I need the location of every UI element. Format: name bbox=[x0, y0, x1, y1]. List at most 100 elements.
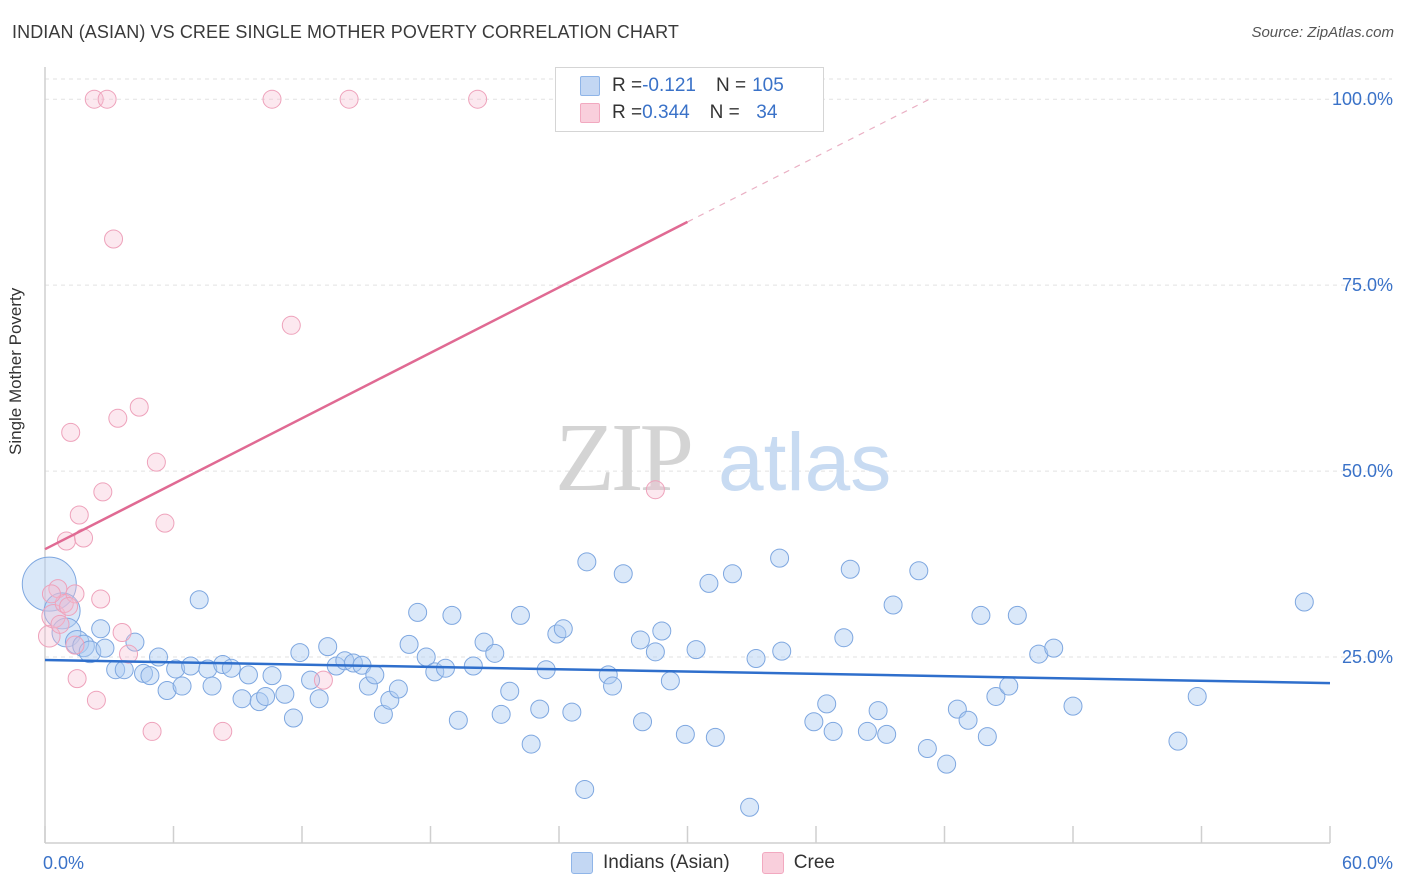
point-cree bbox=[112, 623, 132, 643]
point-indians-asian bbox=[181, 656, 201, 676]
point-indians-asian bbox=[1168, 731, 1188, 751]
point-indians-asian bbox=[630, 630, 650, 650]
point-indians-asian bbox=[645, 642, 665, 662]
point-cree bbox=[213, 721, 233, 741]
point-indians-asian bbox=[772, 641, 792, 661]
point-indians-asian bbox=[675, 724, 695, 744]
point-indians-asian bbox=[189, 590, 209, 610]
point-cree bbox=[108, 408, 128, 428]
watermark-zip: ZIP bbox=[555, 404, 690, 512]
point-indians-asian bbox=[986, 686, 1006, 706]
point-indians-asian bbox=[746, 649, 766, 669]
point-cree bbox=[146, 452, 166, 472]
point-indians-asian bbox=[1187, 686, 1207, 706]
point-indians-asian bbox=[157, 681, 177, 701]
legend-r-value: -0.121 bbox=[642, 75, 696, 96]
series-swatch-blue bbox=[571, 852, 594, 874]
y-tick-label: 25.0% bbox=[1342, 647, 1393, 667]
point-indians-asian bbox=[553, 619, 573, 639]
series-legend-indians[interactable]: Indians (Asian) bbox=[571, 852, 730, 874]
point-indians-asian bbox=[603, 676, 623, 696]
point-indians-asian bbox=[202, 676, 222, 696]
legend-n-value: 34 bbox=[751, 102, 778, 123]
series-legend-cree[interactable]: Cree bbox=[761, 852, 835, 874]
point-indians-asian bbox=[958, 710, 978, 730]
grid-lines bbox=[45, 78, 1392, 658]
y-tick-label: 50.0% bbox=[1342, 461, 1393, 481]
point-indians-asian bbox=[909, 561, 929, 581]
tick-labels: 25.0% 50.0% 75.0% 100.0% 0.0% 60.0% bbox=[43, 89, 1393, 873]
point-indians-asian bbox=[577, 552, 597, 572]
point-indians-asian bbox=[91, 619, 111, 639]
point-cree bbox=[93, 482, 113, 502]
point-indians-asian bbox=[388, 679, 408, 699]
point-indians-asian bbox=[840, 559, 860, 579]
point-indians-asian bbox=[977, 727, 997, 747]
point-cree bbox=[104, 229, 124, 249]
point-indians-asian bbox=[290, 643, 310, 663]
point-indians-asian bbox=[530, 699, 550, 719]
legend-row-indians: R = -0.121 N = 105 bbox=[580, 73, 784, 99]
point-indians-asian bbox=[140, 666, 160, 686]
legend-n-value: 105 bbox=[752, 75, 784, 96]
point-cree bbox=[41, 584, 61, 604]
stats-legend: R = -0.121 N = 105 R = 0.344 N = 34 bbox=[555, 67, 824, 132]
point-indians-asian bbox=[463, 656, 483, 676]
series-swatch-pink bbox=[761, 852, 784, 874]
point-indians-asian bbox=[262, 666, 282, 686]
y-tick-label: 75.0% bbox=[1342, 275, 1393, 295]
point-indians-asian bbox=[166, 659, 186, 679]
point-indians-asian bbox=[500, 681, 520, 701]
point-indians-asian bbox=[125, 632, 145, 652]
point-indians-asian bbox=[699, 573, 719, 593]
point-indians-asian bbox=[399, 634, 419, 654]
point-indians-asian bbox=[232, 689, 252, 709]
point-indians-asian bbox=[917, 739, 937, 759]
point-cree bbox=[262, 89, 282, 109]
point-indians-asian bbox=[937, 754, 957, 774]
point-indians-asian bbox=[21, 556, 77, 612]
trend-line-indians-asian bbox=[44, 658, 1331, 685]
point-indians-asian bbox=[309, 689, 329, 709]
point-indians-asian bbox=[172, 676, 192, 696]
point-indians-asian bbox=[373, 704, 393, 724]
watermark-atlas: atlas bbox=[718, 417, 891, 508]
point-indians-asian bbox=[318, 637, 338, 657]
point-cree bbox=[41, 603, 66, 629]
point-indians-asian bbox=[686, 640, 706, 660]
legend-r-value: 0.344 bbox=[642, 102, 690, 123]
point-cree bbox=[69, 505, 89, 525]
point-indians-asian bbox=[1063, 696, 1083, 716]
point-indians-asian bbox=[485, 643, 505, 663]
point-indians-asian bbox=[78, 640, 102, 664]
point-cree bbox=[155, 513, 175, 533]
axes bbox=[44, 67, 1331, 844]
point-indians-asian bbox=[660, 671, 680, 691]
point-indians-asian bbox=[408, 602, 428, 622]
point-indians-asian bbox=[256, 686, 276, 706]
legend-swatch-blue bbox=[580, 76, 600, 96]
point-indians-asian bbox=[442, 605, 462, 625]
point-indians-asian bbox=[1007, 605, 1027, 625]
legend-r-label: R = bbox=[612, 102, 643, 123]
watermark: ZIP atlas bbox=[555, 404, 891, 512]
x-tick-label: 60.0% bbox=[1342, 853, 1393, 873]
point-cree bbox=[313, 670, 333, 690]
point-indians-asian bbox=[562, 702, 582, 722]
trend-line-cree bbox=[44, 220, 689, 551]
point-indians-asian bbox=[238, 665, 258, 685]
chart-source: Source: ZipAtlas.com bbox=[1251, 24, 1394, 41]
point-indians-asian bbox=[722, 564, 742, 584]
point-indians-asian bbox=[1294, 592, 1314, 612]
point-indians-asian bbox=[971, 605, 991, 625]
trend-lines bbox=[44, 98, 1331, 685]
point-cree bbox=[97, 89, 117, 109]
data-points bbox=[21, 89, 1314, 817]
chart-title: INDIAN (ASIAN) VS CREE SINGLE MOTHER POV… bbox=[12, 22, 679, 42]
point-cree bbox=[645, 480, 665, 500]
legend-n-label: N = bbox=[715, 75, 747, 96]
point-indians-asian bbox=[547, 624, 567, 644]
legend-row-cree: R = 0.344 N = 34 bbox=[580, 100, 777, 126]
point-cree bbox=[59, 596, 79, 616]
